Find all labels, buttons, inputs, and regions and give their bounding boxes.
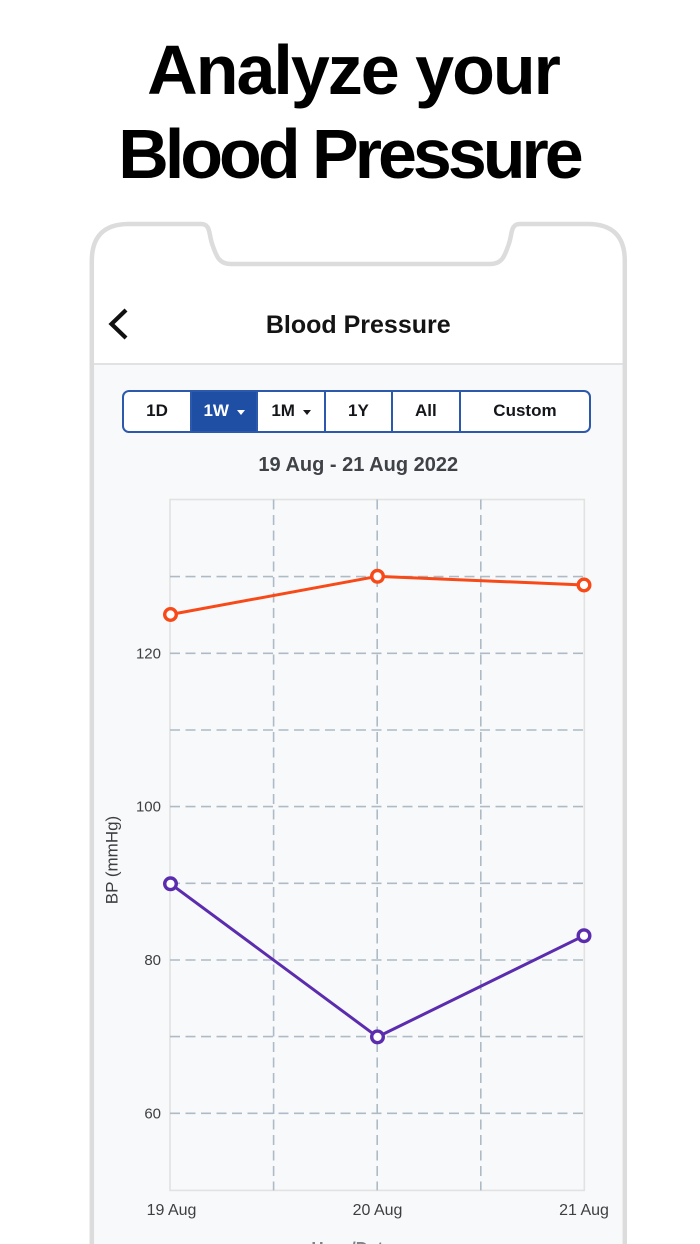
svg-text:19 Aug: 19 Aug [147,1202,197,1219]
svg-text:100: 100 [136,799,161,816]
svg-text:Hour/Date: Hour/Date [311,1239,392,1244]
svg-text:80: 80 [144,952,161,969]
svg-text:60: 60 [144,1105,161,1122]
svg-text:21 Aug: 21 Aug [559,1202,609,1219]
svg-text:BP (mmHg): BP (mmHg) [103,816,122,904]
svg-text:20 Aug: 20 Aug [353,1202,403,1219]
svg-text:120: 120 [136,645,161,662]
